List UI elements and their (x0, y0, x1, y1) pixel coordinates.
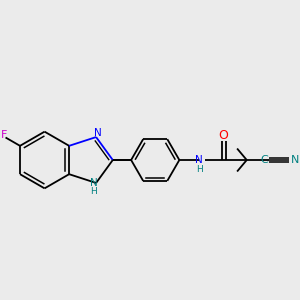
Text: O: O (218, 129, 228, 142)
Text: H: H (196, 164, 203, 173)
Text: N: N (90, 178, 97, 188)
Text: N: N (291, 155, 299, 165)
Text: C: C (260, 155, 268, 165)
Text: N: N (94, 128, 102, 138)
Text: F: F (2, 130, 8, 140)
Text: N: N (196, 155, 203, 165)
Text: H: H (90, 188, 97, 196)
